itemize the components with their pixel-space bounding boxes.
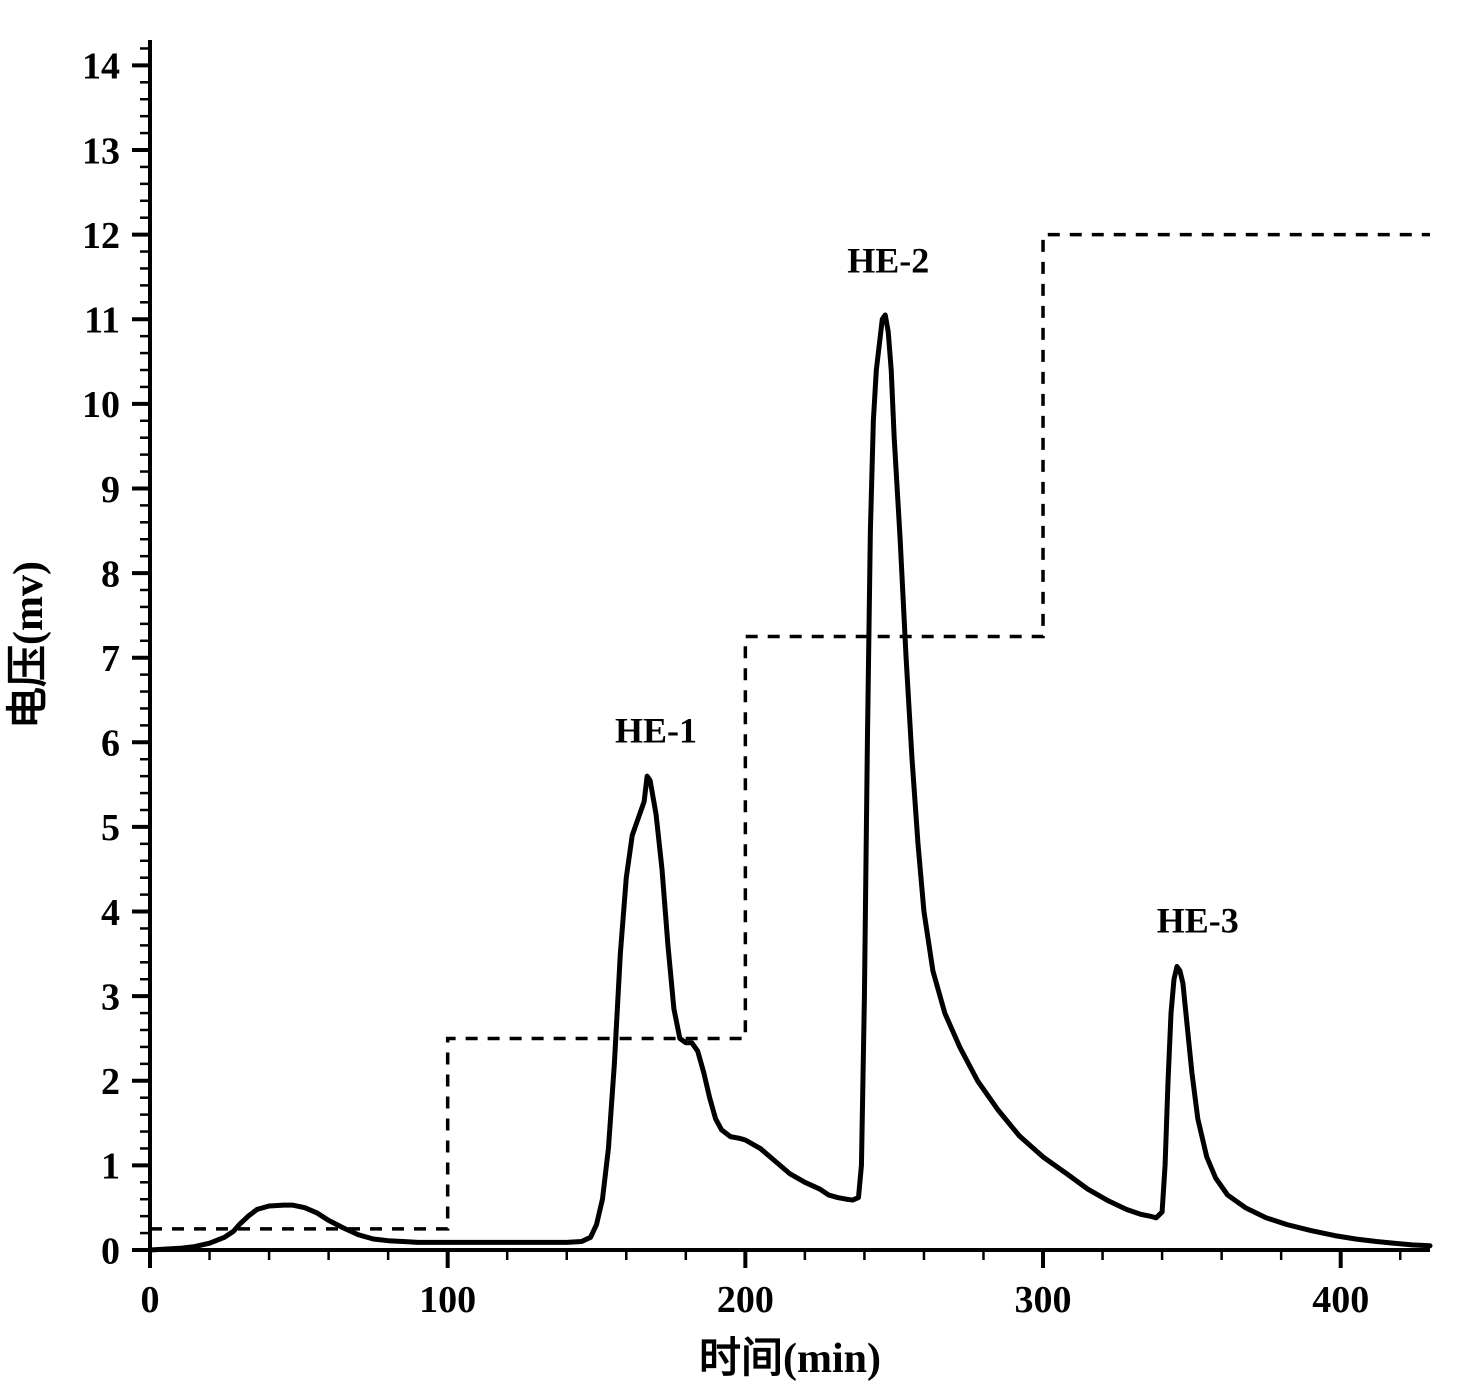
y-tick-label: 5 [101,807,120,849]
y-tick-label: 1 [101,1146,120,1188]
x-axis-label: 时间(min) [699,1335,881,1382]
x-tick-label: 200 [717,1279,774,1321]
peak-annotation: HE-3 [1157,901,1239,941]
peak-annotation: HE-2 [847,241,929,281]
y-tick-label: 7 [101,638,120,680]
x-tick-label: 400 [1312,1279,1369,1321]
y-axis-label: 电压(mv) [5,561,52,729]
y-tick-label: 10 [82,384,120,426]
y-tick-label: 4 [101,892,120,934]
peak-annotation: HE-1 [615,710,697,750]
y-tick-label: 13 [82,130,120,172]
x-tick-label: 0 [141,1279,160,1321]
y-tick-label: 8 [101,553,120,595]
x-tick-label: 300 [1015,1279,1072,1321]
y-tick-label: 14 [82,46,120,88]
y-tick-label: 11 [84,300,120,342]
y-tick-label: 9 [101,469,120,511]
y-tick-label: 3 [101,976,120,1018]
chart-svg: 010020030040001234567891011121314时间(min)… [0,0,1469,1387]
y-tick-label: 12 [82,215,120,257]
y-tick-label: 2 [101,1061,120,1103]
x-tick-label: 100 [419,1279,476,1321]
chromatogram-chart: 010020030040001234567891011121314时间(min)… [0,0,1469,1387]
y-tick-label: 6 [101,723,120,765]
y-tick-label: 0 [101,1230,120,1272]
